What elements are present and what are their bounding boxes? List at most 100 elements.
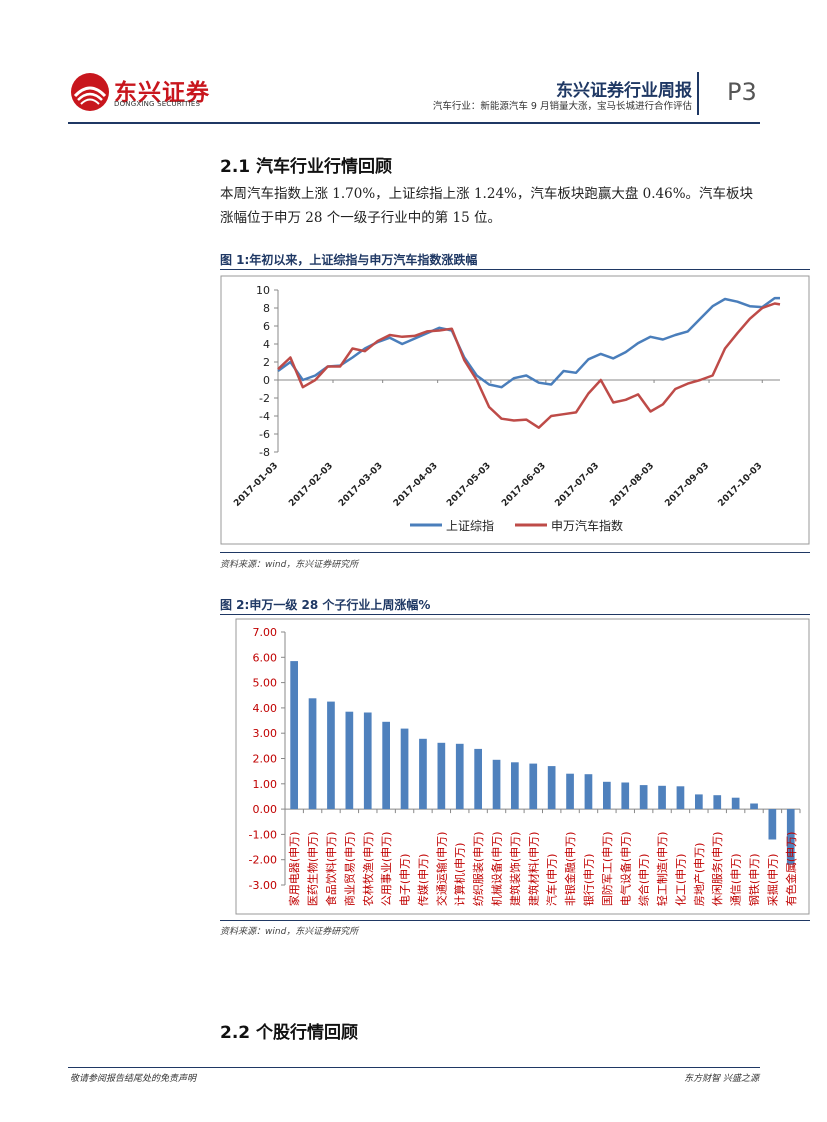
y-tick-label: -1.00 — [249, 828, 277, 841]
x-tick-label: 商业贸易(申万) — [342, 832, 356, 907]
y-tick-label: 6 — [263, 320, 270, 333]
x-tick-label: 医药生物(申万) — [306, 832, 320, 907]
figure-2-rule — [220, 614, 810, 615]
figure-1-rule — [220, 269, 810, 270]
y-tick-label: 10 — [256, 284, 270, 297]
series-line-1 — [277, 296, 780, 389]
x-tick-label: 2017-10-03 — [717, 461, 765, 509]
bar — [308, 698, 317, 810]
bar-chart: 7.00 6.00 5.00 4.00 3.00 2.00 1.00 0.00 -1.00 -2.… — [235, 618, 810, 915]
figure-1-source-rule — [220, 552, 810, 553]
figure-2-source: 资料来源：wind，东兴证券研究所 — [220, 927, 359, 937]
x-tick-label: 计算机(申万) — [453, 843, 467, 907]
chart-frame — [235, 618, 810, 915]
bar — [695, 794, 703, 810]
y-tick-label: -3.00 — [249, 879, 277, 892]
series-line-2 — [277, 302, 781, 429]
x-tick-label: 家用电器(申万) — [287, 832, 301, 907]
page-number: P3 — [727, 78, 757, 106]
x-tick-label: 休闲服务(申万) — [710, 832, 724, 907]
section-paragraph: 本周汽车指数上涨 1.70%，上证综指上涨 1.24%，汽车板块跑赢大盘 0.4… — [220, 186, 754, 226]
bar — [529, 763, 538, 810]
x-tick-label: 公用事业(申万) — [380, 832, 393, 907]
x-tick-label: 2017-05-03 — [445, 461, 493, 509]
bar — [731, 797, 740, 810]
bar — [327, 701, 335, 810]
x-tick-label: 2017-01-03 — [232, 461, 280, 509]
x-tick-label: 农林牧渔(申万) — [361, 832, 375, 907]
y-tick-label: 0.00 — [253, 803, 278, 816]
bar — [676, 786, 685, 810]
logo-chinese-name: 东兴证券 — [114, 80, 210, 106]
bar — [566, 773, 574, 810]
bar — [547, 766, 556, 810]
report-title: 东兴证券行业周报 — [556, 81, 692, 101]
bar — [713, 795, 722, 810]
bar — [492, 759, 501, 810]
bar — [474, 748, 482, 810]
footer-disclaimer: 敬请参阅报告结尾处的免责声明 — [70, 1074, 197, 1084]
x-tick-label: 汽车(申万) — [545, 854, 559, 907]
y-tick-label: 6.00 — [253, 651, 278, 664]
bar — [768, 809, 777, 840]
x-tick-label: 2017-02-03 — [287, 461, 335, 509]
x-tick-label: 2017-03-03 — [337, 461, 385, 509]
y-tick-label: 8 — [263, 302, 270, 315]
legend-label-2: 申万汽车指数 — [551, 518, 623, 533]
bar — [584, 774, 593, 810]
figure-1-source: 资料来源：wind，东兴证券研究所 — [220, 560, 359, 570]
x-tick-label: 轻工制造(申万) — [655, 832, 669, 907]
bar — [419, 738, 427, 810]
y-tick-label: 4.00 — [253, 702, 278, 715]
y-tick-label: -2.00 — [249, 854, 277, 867]
bar — [639, 785, 648, 810]
bar — [750, 803, 758, 810]
legend-label-1: 上证综指 — [446, 518, 494, 533]
y-tick-label: 7.00 — [253, 626, 278, 639]
x-tick-label: 采掘(申万) — [765, 854, 779, 907]
x-tick-label: 食品饮料(申万) — [324, 832, 338, 907]
x-tick-label: 银行(申万) — [581, 854, 595, 907]
y-tick-label: 2 — [263, 356, 270, 369]
y-tick-label: -8 — [259, 446, 270, 459]
header-divider — [697, 72, 699, 115]
x-tick-label: 机械设备(申万) — [490, 832, 504, 907]
figure-2-source-rule — [220, 920, 810, 921]
x-tick-label: 房地产(申万) — [692, 843, 706, 907]
bar — [400, 728, 409, 810]
bar — [290, 661, 298, 810]
x-tick-label: 交通运输(申万) — [434, 832, 448, 907]
section-2-title: 2.2 个股行情回顾 — [220, 1023, 359, 1043]
x-tick-label: 化工(申万) — [673, 854, 687, 907]
y-tick-label: 3.00 — [253, 727, 278, 740]
y-tick-label: -6 — [259, 428, 270, 441]
dongxing-logo-icon — [71, 73, 109, 111]
x-tick-label: 国防军工(申万) — [600, 832, 614, 907]
chart-frame — [220, 275, 810, 545]
footer-slogan: 东方财智 兴盛之源 — [684, 1074, 759, 1084]
footer-rule — [68, 1067, 760, 1068]
header-rule — [68, 122, 760, 124]
bar — [786, 809, 795, 865]
y-tick-label: 0 — [263, 374, 270, 387]
figure-1-title: 图 1:年初以来，上证综指与申万汽车指数涨跌幅 — [220, 253, 478, 267]
report-subtitle: 汽车行业：新能源汽车 9 月销量大涨，宝马长城进行合作评估 — [432, 101, 692, 112]
x-tick-label: 有色金属(申万) — [784, 832, 798, 907]
bar — [363, 712, 372, 810]
x-tick-label: 传媒(申万) — [417, 854, 430, 907]
x-tick-label: 电子(申万) — [399, 854, 412, 907]
y-tick-label: -2 — [259, 392, 270, 405]
bar — [511, 762, 519, 810]
bar — [621, 782, 630, 810]
x-tick-label: 2017-06-03 — [500, 461, 548, 509]
y-tick-label: 2.00 — [253, 753, 278, 766]
logo-english-name: DONGXING SECURITIES — [114, 100, 201, 108]
bar — [455, 743, 464, 810]
bar — [345, 711, 354, 810]
bar — [437, 742, 446, 810]
x-tick-label: 通信(申万) — [730, 854, 743, 907]
bar — [382, 721, 390, 810]
x-tick-label: 2017-08-03 — [608, 461, 656, 509]
bar — [658, 785, 666, 810]
